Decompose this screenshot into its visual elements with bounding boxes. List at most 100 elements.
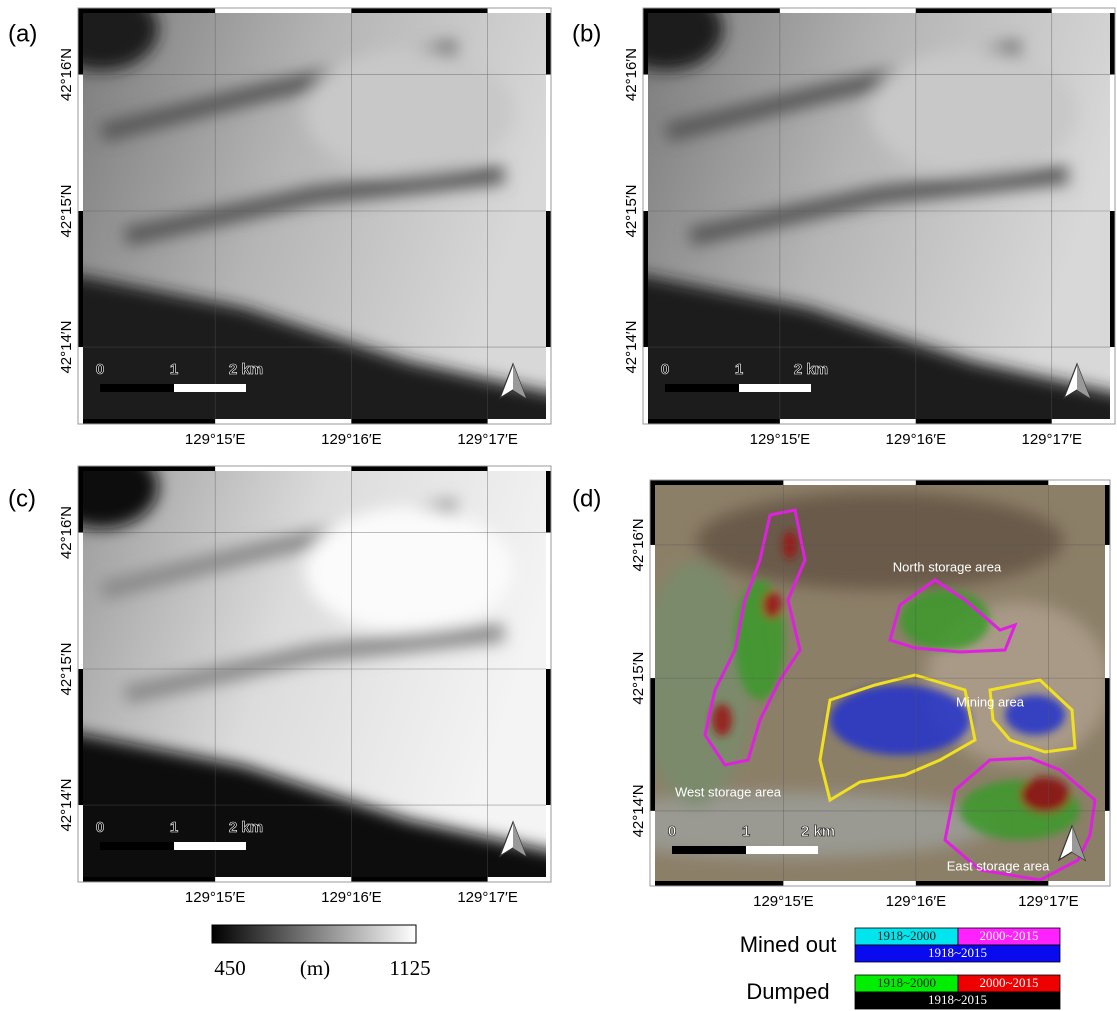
longitude-label: 129°16′E — [886, 431, 947, 448]
plateau — [305, 50, 513, 175]
scale-bar-label: 0 — [668, 823, 676, 840]
legend-period: 1918~2015 — [928, 945, 987, 960]
frame-segment — [78, 419, 215, 424]
frame-segment — [546, 347, 551, 424]
frame-segment — [643, 75, 648, 211]
annotation: Mining area — [956, 694, 1025, 709]
frame-segment — [1105, 480, 1110, 545]
map-image — [596, 0, 1117, 466]
latitude-label: 42°16′N — [623, 48, 640, 101]
frame-segment — [650, 881, 783, 886]
frame-segment — [546, 669, 551, 805]
frame-segment — [546, 8, 551, 75]
scale-bar-segment — [746, 846, 818, 854]
longitude-label: 129°15′E — [753, 893, 814, 910]
frame-segment — [643, 211, 648, 347]
frame-segment — [351, 8, 487, 13]
frame-segment — [650, 811, 655, 886]
legend-period: 1918~2015 — [928, 992, 987, 1007]
frame-segment — [1110, 75, 1115, 211]
panel-label: (a) — [8, 20, 37, 47]
frame-segment — [1110, 211, 1115, 347]
frame-segment — [916, 8, 1052, 13]
frame-segment — [916, 419, 1052, 424]
scale-bar-label: 1 — [170, 361, 178, 378]
map-image — [31, 0, 599, 466]
scale-bar-label: 2 km — [794, 361, 828, 378]
colorbar — [212, 925, 416, 943]
frame-segment — [1105, 545, 1110, 678]
frame-segment — [546, 466, 551, 533]
frame-segment — [488, 466, 551, 471]
map-backgrounds — [31, 0, 1117, 924]
annotation: North storage area — [893, 559, 1002, 574]
latitude-label: 42°15′N — [630, 652, 647, 705]
frame-segment — [1048, 881, 1110, 886]
latitude-label: 42°15′N — [623, 185, 640, 238]
frame-segment — [78, 466, 215, 471]
scale-bar-label: 0 — [96, 361, 104, 378]
frame-segment — [215, 466, 351, 471]
frame-segment — [650, 480, 783, 485]
panel-label: (d) — [572, 485, 601, 512]
frame-segment — [215, 877, 351, 882]
frame-segment — [215, 8, 351, 13]
frame-segment — [488, 419, 551, 424]
frame-segment — [351, 877, 487, 882]
annotation: West storage area — [675, 784, 782, 799]
frame-segment — [1110, 347, 1115, 424]
frame-segment — [1052, 419, 1115, 424]
frame-segment — [546, 533, 551, 669]
frame-segment — [546, 75, 551, 211]
legend-period: 1918~2000 — [877, 928, 936, 943]
colorbar-unit: (m) — [300, 956, 330, 980]
scale-bar-label: 1 — [735, 361, 743, 378]
frame-segment — [650, 678, 655, 811]
longitude-label: 129°17′E — [1021, 431, 1082, 448]
legend-label: Dumped — [746, 979, 829, 1004]
frame-segment — [488, 8, 551, 13]
frame-segment — [783, 881, 915, 886]
colorbar-max: 1125 — [389, 956, 430, 980]
legend-period: 2000~2015 — [979, 975, 1038, 990]
legend-period: 1918~2000 — [877, 975, 936, 990]
frame-segment — [1105, 678, 1110, 811]
scale-bar-segment — [739, 384, 811, 392]
panel-label: (b) — [572, 20, 601, 47]
frame-segment — [78, 75, 83, 211]
frame-segment — [78, 347, 83, 424]
frame-segment — [643, 8, 648, 75]
longitude-label: 129°16′E — [321, 431, 382, 448]
frame-segment — [78, 211, 83, 347]
frame-segment — [1110, 8, 1115, 75]
frame-segment — [1052, 8, 1115, 13]
legend-period: 2000~2015 — [979, 928, 1038, 943]
scale-bar-segment — [665, 384, 739, 392]
latitude-label: 42°14′N — [623, 321, 640, 374]
plateau — [870, 50, 1078, 175]
scale-bar-label: 2 km — [229, 819, 263, 836]
longitude-label: 129°17′E — [457, 431, 518, 448]
frame-segment — [650, 545, 655, 678]
scale-bar-segment — [100, 842, 174, 850]
scale-bar-segment — [174, 384, 246, 392]
frame-segment — [215, 419, 351, 424]
latitude-label: 42°16′N — [58, 48, 75, 101]
latitude-label: 42°15′N — [58, 185, 75, 238]
longitude-label: 129°15′E — [185, 889, 246, 906]
scale-bar-label: 2 km — [801, 823, 835, 840]
frame-segment — [780, 8, 916, 13]
longitude-label: 129°16′E — [321, 889, 382, 906]
frame-segment — [783, 480, 915, 485]
longitude-label: 129°16′E — [886, 893, 947, 910]
frame-segment — [78, 533, 83, 669]
frame-segment — [78, 8, 83, 75]
frame-segment — [78, 805, 83, 882]
frame-segment — [1048, 480, 1110, 485]
frame-segment — [351, 419, 487, 424]
frame-segment — [916, 881, 1048, 886]
frame-segment — [643, 347, 648, 424]
scale-bar-label: 2 km — [229, 361, 263, 378]
frame-segment — [78, 877, 215, 882]
